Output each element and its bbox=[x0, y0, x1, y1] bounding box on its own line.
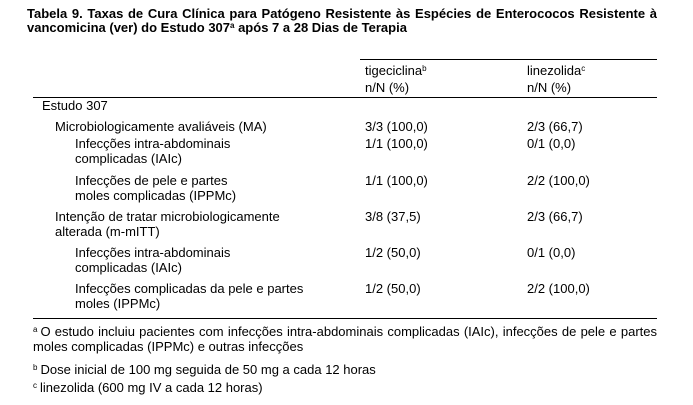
top-rule bbox=[360, 59, 657, 60]
cell-mmitt-ippmc-tigeciclina: 1/2 (50,0) bbox=[365, 281, 421, 296]
cell-ma-ippmc-tigeciclina: 1/1 (100,0) bbox=[365, 173, 428, 188]
cell-ma-linezolida: 2/3 (66,7) bbox=[527, 119, 583, 134]
row-label-mmitt-ippmc: Infecções complicadas da pele e partes mo… bbox=[75, 281, 304, 311]
cell-ma-ippmc-linezolida: 2/2 (100,0) bbox=[527, 173, 590, 188]
column-header-tigeciclina: tigeciclinab bbox=[365, 63, 427, 78]
column-unit-tigeciclina: n/N (%) bbox=[365, 80, 410, 95]
table-caption: Tabela 9. Taxas de Cura Clínica para Pat… bbox=[27, 7, 657, 35]
caption-text: Tabela 9. Taxas de Cura Clínica para Pat… bbox=[27, 6, 657, 35]
cell-ma-iaic-linezolida: 0/1 (0,0) bbox=[527, 136, 576, 151]
footnote-b: b Dose inicial de 100 mg seguida de 50 mg… bbox=[33, 362, 376, 377]
column-header-linezolida: linezolidac bbox=[527, 63, 586, 78]
bottom-rule bbox=[33, 318, 657, 319]
cell-mmitt-iaic-tigeciclina: 1/2 (50,0) bbox=[365, 245, 421, 260]
row-label-ma-iaic: Infecções intra-abdominais complicadas (I… bbox=[75, 136, 231, 166]
row-label-mmitt: Intenção de tratar microbiologicamente al… bbox=[55, 209, 280, 239]
column-unit-linezolida: n/N (%) bbox=[527, 80, 572, 95]
row-label-ma: Microbiologicamente avaliáveis (MA) bbox=[55, 119, 267, 134]
header-rule bbox=[33, 97, 657, 98]
cell-mmitt-linezolida: 2/3 (66,7) bbox=[527, 209, 583, 224]
row-label-ma-ippmc: Infecções de pele e partes moles complica… bbox=[75, 173, 237, 203]
cell-mmitt-ippmc-linezolida: 2/2 (100,0) bbox=[527, 281, 590, 296]
cell-ma-iaic-tigeciclina: 1/1 (100,0) bbox=[365, 136, 428, 151]
cell-ma-tigeciclina: 3/3 (100,0) bbox=[365, 119, 428, 134]
footnote-c: c linezolida (600 mg IV a cada 12 horas) bbox=[33, 380, 263, 395]
row-label-mmitt-iaic: Infecções intra-abdominais complicadas (I… bbox=[75, 245, 231, 275]
caption-footnote-mark: a bbox=[230, 21, 235, 30]
row-label-study: Estudo 307 bbox=[42, 98, 108, 113]
cell-mmitt-tigeciclina: 3/8 (37,5) bbox=[365, 209, 421, 224]
cell-mmitt-iaic-linezolida: 0/1 (0,0) bbox=[527, 245, 576, 260]
caption-text-end: após 7 a 28 Dias de Terapia bbox=[234, 20, 407, 35]
